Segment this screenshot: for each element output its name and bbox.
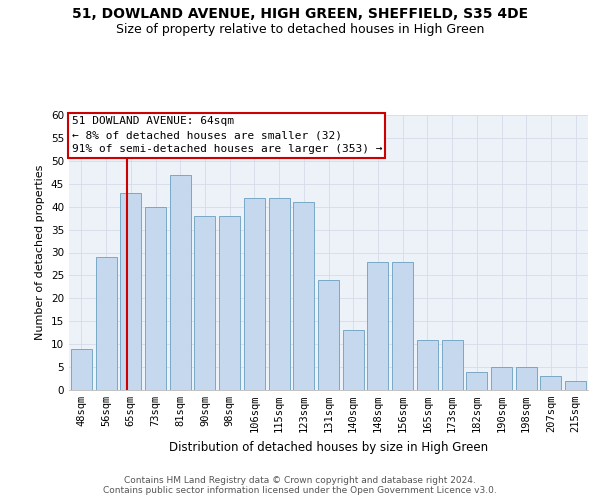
Bar xyxy=(95,257,116,390)
Bar xyxy=(541,376,562,390)
Bar xyxy=(244,198,265,390)
Text: 51 DOWLAND AVENUE: 64sqm
← 8% of detached houses are smaller (32)
91% of semi-de: 51 DOWLAND AVENUE: 64sqm ← 8% of detache… xyxy=(71,116,382,154)
Bar xyxy=(367,262,388,390)
Text: Size of property relative to detached houses in High Green: Size of property relative to detached ho… xyxy=(116,22,484,36)
Bar xyxy=(466,372,487,390)
Bar xyxy=(516,367,537,390)
Bar xyxy=(442,340,463,390)
Text: 51, DOWLAND AVENUE, HIGH GREEN, SHEFFIELD, S35 4DE: 51, DOWLAND AVENUE, HIGH GREEN, SHEFFIEL… xyxy=(72,8,528,22)
Bar xyxy=(219,216,240,390)
Bar xyxy=(145,206,166,390)
Bar xyxy=(194,216,215,390)
Bar xyxy=(565,381,586,390)
Bar xyxy=(392,262,413,390)
Bar xyxy=(491,367,512,390)
Bar xyxy=(318,280,339,390)
Bar xyxy=(120,193,141,390)
X-axis label: Distribution of detached houses by size in High Green: Distribution of detached houses by size … xyxy=(169,440,488,454)
Bar xyxy=(293,202,314,390)
Text: Contains HM Land Registry data © Crown copyright and database right 2024.
Contai: Contains HM Land Registry data © Crown c… xyxy=(103,476,497,495)
Y-axis label: Number of detached properties: Number of detached properties xyxy=(35,165,46,340)
Bar xyxy=(417,340,438,390)
Bar xyxy=(269,198,290,390)
Bar xyxy=(71,349,92,390)
Bar xyxy=(170,174,191,390)
Bar xyxy=(343,330,364,390)
